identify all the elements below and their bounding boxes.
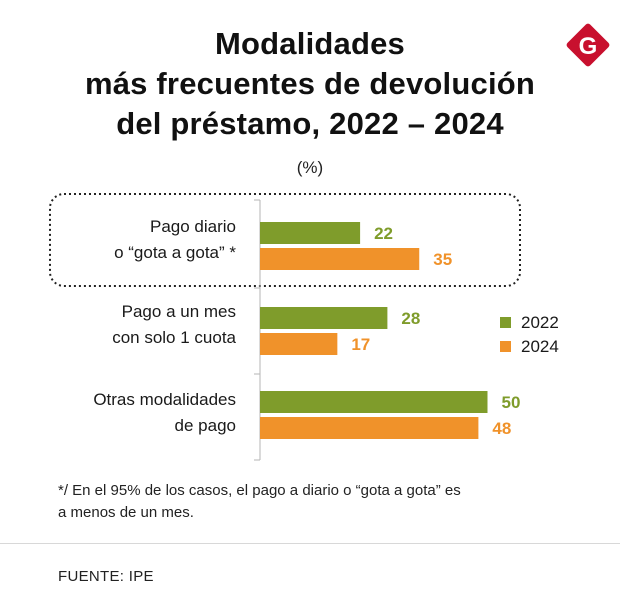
legend-label: 2022 [521,313,559,332]
bar-2022 [260,391,488,413]
value-label: 50 [502,393,521,412]
bar-2024 [260,248,420,270]
title-line-2: más frecuentes de devolución [84,66,536,101]
category-label: con solo 1 cuota [112,328,236,347]
footnote: */ En el 95% de los casos, el pago a dia… [58,480,558,524]
bar-2022 [260,222,361,244]
g-logo-icon [566,23,610,67]
bar-2022 [260,307,388,329]
footnote-line-2: a menos de un mes. [58,504,194,521]
title-line-3: del préstamo, 2022 – 2024 [116,106,504,141]
brand-logo: G [566,23,610,67]
value-label: 48 [492,419,511,438]
legend-swatch-2024 [500,341,511,352]
source-label: FUENTE: IPE [58,568,154,585]
category-label: de pago [175,416,236,435]
legend-swatch-2022 [500,317,511,328]
title-line-1: Modalidades [215,26,405,61]
unit-label: (%) [296,158,324,177]
bar-2024 [260,333,338,355]
divider [0,543,620,544]
value-label: 17 [351,335,370,354]
category-label: Pago diario [150,217,236,236]
value-label: 22 [374,224,393,243]
category-label: Otras modalidades [93,390,236,409]
value-label: 35 [433,250,452,269]
footnote-line-1: */ En el 95% de los casos, el pago a dia… [58,482,461,499]
category-label: Pago a un mes [122,302,236,321]
legend-label: 2024 [521,337,559,356]
value-label: 28 [401,309,420,328]
highlight-box [49,193,521,287]
category-label: o “gota a gota” * [114,243,236,262]
chart-title: Modalidades más frecuentes de devolución… [0,24,620,144]
logo-letter: G [579,33,598,60]
bar-2024 [260,417,479,439]
